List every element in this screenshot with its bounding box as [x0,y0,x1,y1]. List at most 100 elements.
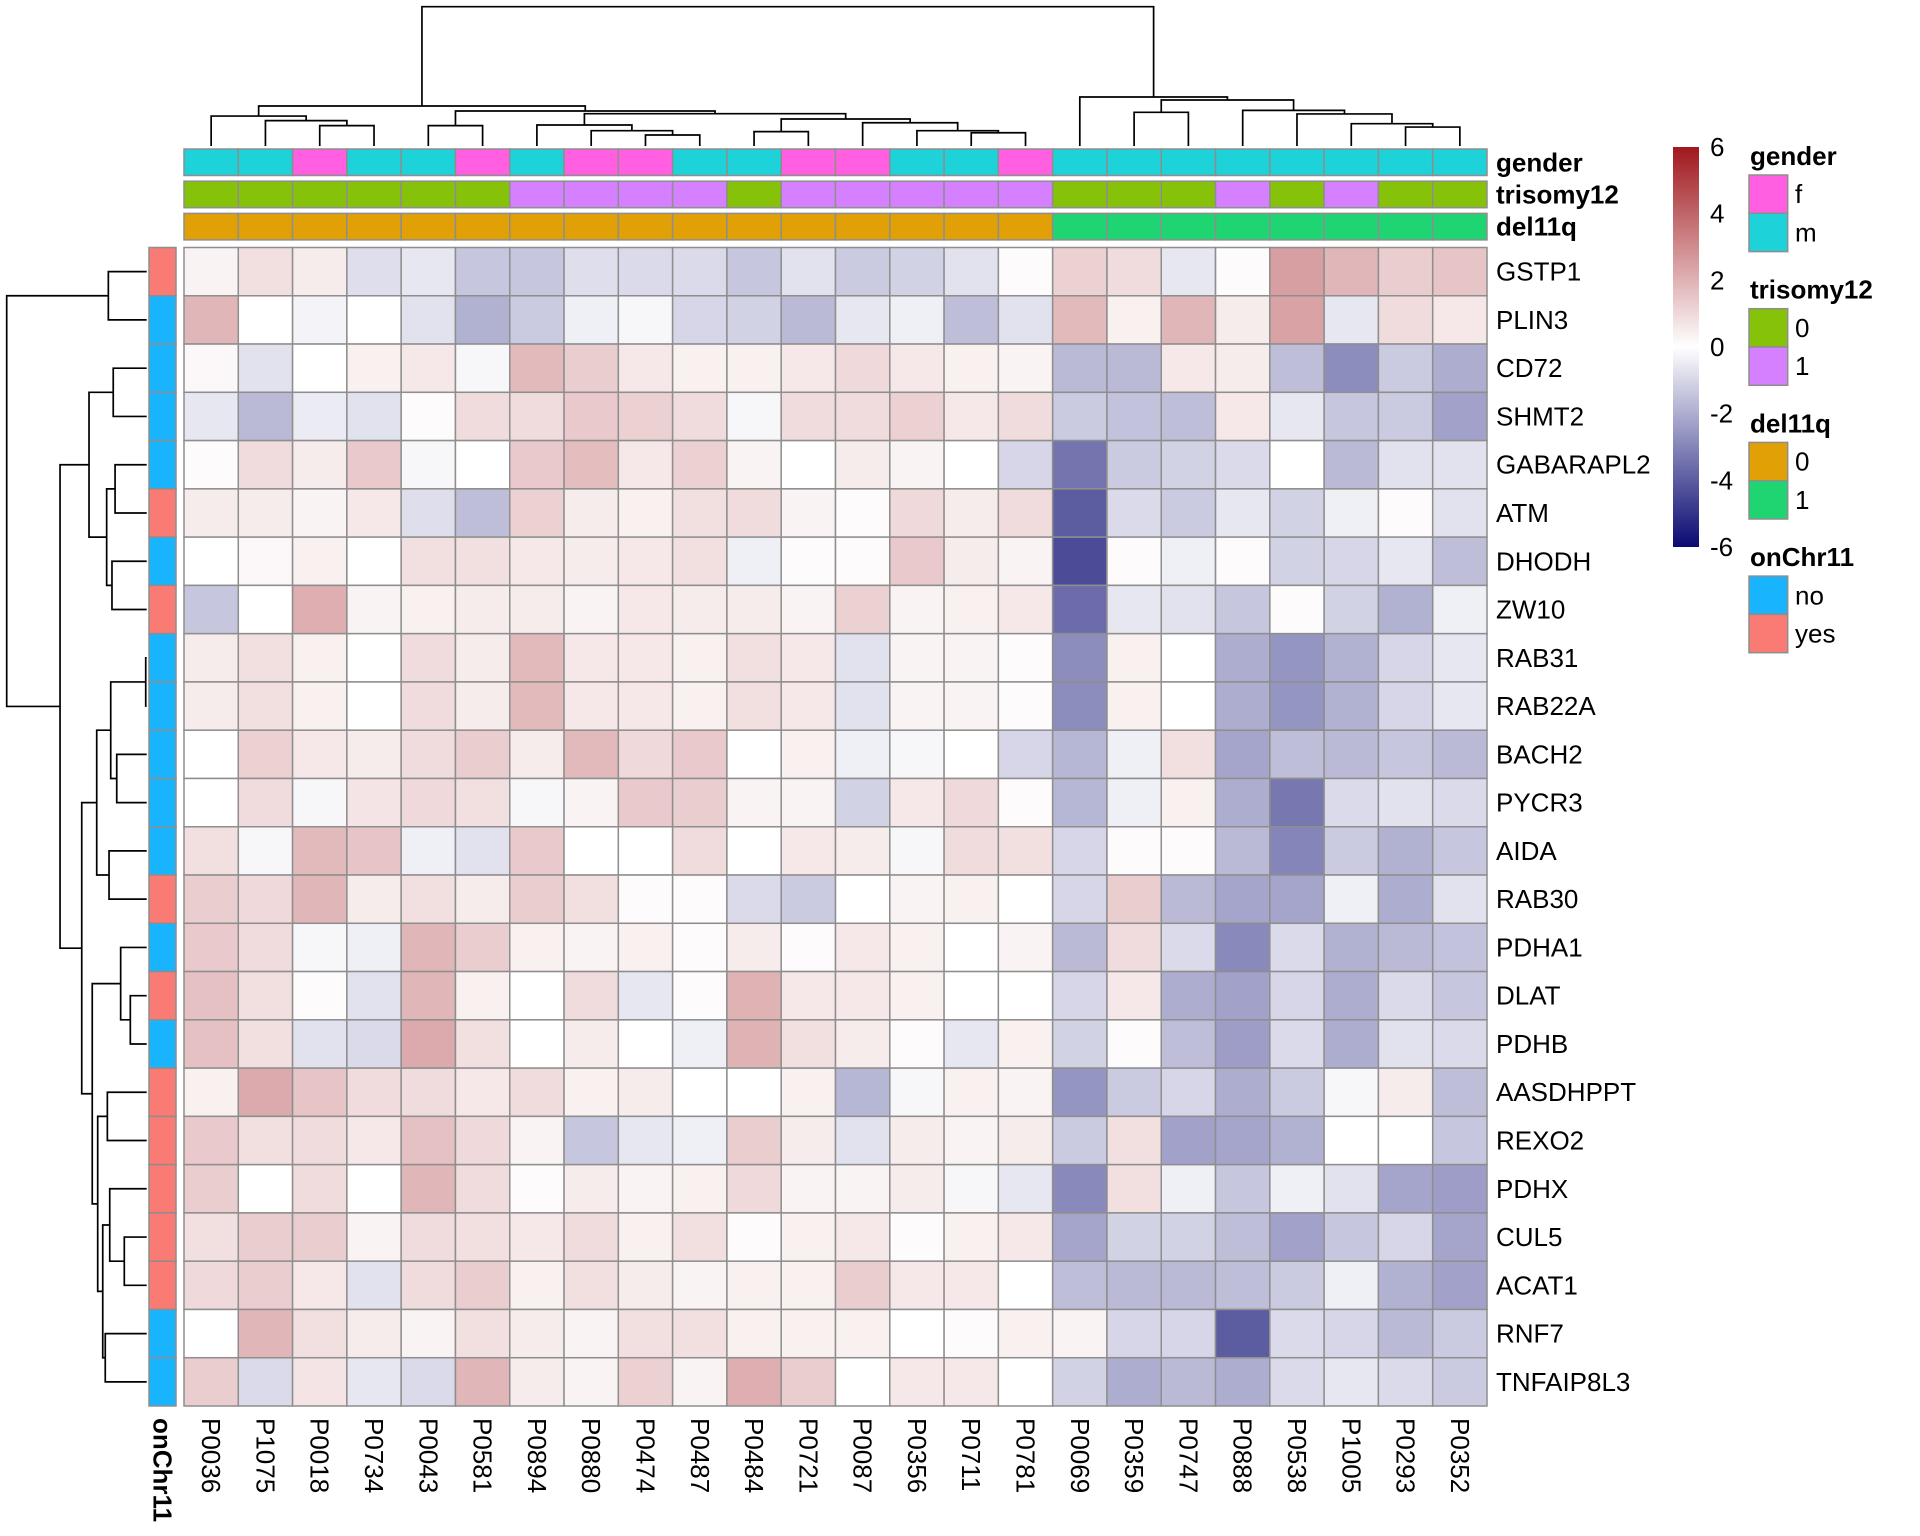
heatmap-cell [943,295,1000,345]
annotation-cell-trisomy12 [671,180,728,209]
annotation-cell-onChr11 [148,1067,177,1118]
heatmap-cell [1106,391,1163,442]
heatmap-cell [1377,1308,1434,1359]
heatmap-cell [1269,1163,1325,1214]
heatmap-cell [726,970,782,1021]
heatmap-cell [1377,874,1434,925]
heatmap-cell [183,343,240,394]
heatmap-cell [183,488,240,538]
column-label: P0069 [1065,1418,1095,1493]
heatmap-cell [889,1019,945,1069]
heatmap-cell [617,343,674,394]
heatmap-cell [563,584,620,635]
heatmap-cell [1051,1067,1108,1118]
heatmap-cell [237,1260,294,1311]
heatmap-cell [1431,1212,1488,1262]
annotation-cell-onChr11 [148,1115,177,1166]
heatmap-cell [291,1163,348,1214]
heatmap-cell [943,343,1000,394]
heatmap-cell [400,1019,457,1069]
heatmap-cell [997,970,1054,1021]
heatmap-cell [617,584,674,635]
heatmap-cell [671,1308,728,1359]
heatmap-cell [1269,1308,1325,1359]
row-dendrogram-branch [108,850,147,901]
legend-label: f [1795,179,1803,209]
heatmap-cell [400,1067,457,1118]
row-label: ATM [1496,498,1549,528]
heatmap-cell [1214,1308,1271,1359]
heatmap-cell [1106,536,1163,587]
heatmap-cell [563,246,620,297]
heatmap-cell [1160,1356,1217,1407]
heatmap-cell [726,1019,782,1069]
heatmap-cell [943,826,1000,876]
heatmap-cell [943,439,1000,490]
heatmap-cell [780,536,837,587]
row-dendrogram-branch [105,488,116,587]
heatmap-cell [1214,1115,1271,1166]
column-dendrogram-branch [264,119,348,146]
heatmap-cell [1269,970,1325,1021]
heatmap-cell [291,922,348,973]
annotation-track-label: trisomy12 [1496,179,1619,209]
heatmap-cell [509,343,565,394]
heatmap-cell [617,681,674,731]
heatmap-cell [509,1260,565,1311]
color-scale-legend: 6 4 2 0 -2 -4 -6 [1673,132,1733,562]
annotation-cell-gender [943,148,1000,177]
annotation-cell-onChr11 [148,922,177,973]
heatmap-cell [291,729,348,780]
heatmap-cell [237,1356,294,1407]
heatmap-cell [346,343,402,394]
heatmap-cell [780,729,837,780]
heatmap-cell [997,632,1054,683]
annotation-cell-onChr11 [148,826,177,876]
heatmap-cell [671,343,728,394]
row-label: PYCR3 [1496,788,1583,818]
heatmap-cell [1431,1019,1488,1069]
annotation-cell-del11q [1323,212,1380,241]
heatmap-cell [671,391,728,442]
heatmap-cell [346,729,402,780]
annotation-cell-gender [454,148,511,177]
column-label: P0293 [1391,1418,1421,1493]
heatmap-cell [780,391,837,442]
heatmap-cell [1214,439,1271,490]
row-label: TNFAIP8L3 [1496,1367,1630,1397]
heatmap-cell [617,729,674,780]
heatmap-cell [1051,970,1108,1021]
heatmap-cell [834,295,891,345]
annotation-cell-trisomy12 [509,180,565,209]
heatmap-cell [726,1067,782,1118]
heatmap-cell [183,439,240,490]
heatmap-cell [1160,536,1217,587]
heatmap-cell [726,536,782,587]
heatmap-cell [237,488,294,538]
heatmap-cell [780,246,837,297]
annotation-cell-trisomy12 [617,180,674,209]
column-dendrogram [210,5,1461,146]
heatmap-cell [454,439,511,490]
heatmap-cell [509,1067,565,1118]
heatmap-cell [1377,488,1434,538]
heatmap-cell [1431,439,1488,490]
heatmap-cell [237,246,294,297]
heatmap-cell [889,391,945,442]
heatmap-cell [726,1212,782,1262]
legend-onChr11: onChr11 no yes [1748,542,1854,654]
annotation-cell-gender [1269,148,1325,177]
heatmap-cell [1269,1356,1325,1407]
heatmap-cell [1431,295,1488,345]
colorbar-tick-label: -2 [1710,399,1733,429]
heatmap-cell [780,584,837,635]
row-label: AASDHPPT [1496,1077,1636,1107]
heatmap-cell [1160,343,1217,394]
heatmap-cell [291,343,348,394]
heatmap-cell [726,439,782,490]
heatmap-cell [563,488,620,538]
heatmap-cell [291,1212,348,1262]
heatmap-cell [1377,536,1434,587]
heatmap-cell [780,826,837,876]
